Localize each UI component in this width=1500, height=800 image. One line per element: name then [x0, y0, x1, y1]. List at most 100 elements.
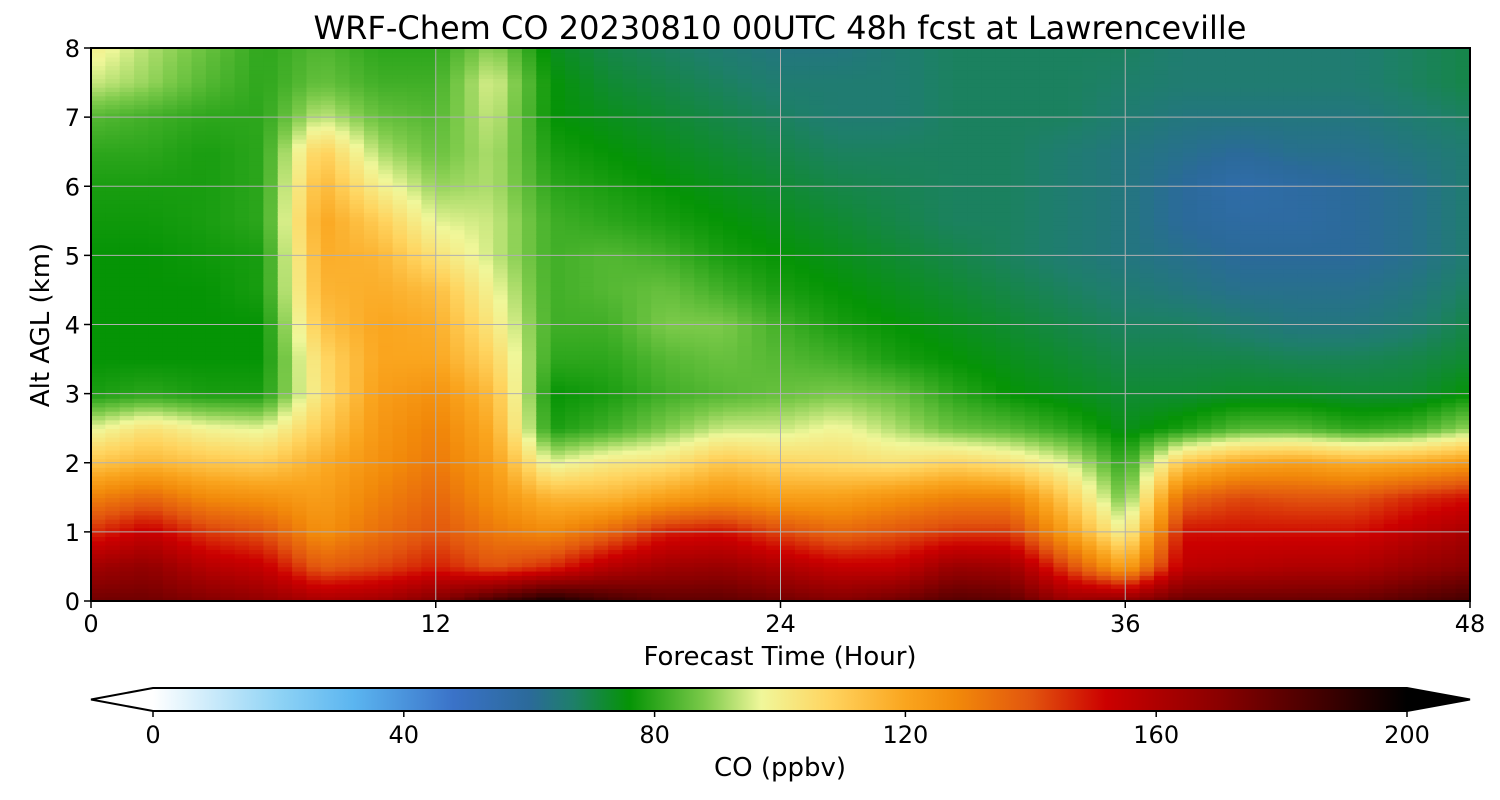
heatmap-cell	[565, 108, 581, 114]
heatmap-cell	[205, 553, 222, 559]
heatmap-cell	[349, 69, 365, 75]
heatmap-cell	[162, 454, 178, 460]
heatmap-cell	[407, 60, 423, 67]
heatmap-cell	[493, 207, 509, 213]
heatmap-cell	[464, 467, 480, 473]
heatmap-cell	[220, 527, 236, 533]
heatmap-cell	[392, 151, 408, 157]
heatmap-cell	[306, 454, 322, 460]
heatmap-cell	[593, 596, 609, 601]
heatmap-cell	[450, 397, 466, 404]
heatmap-cell	[622, 488, 638, 494]
heatmap-cell	[306, 328, 322, 334]
heatmap-cell	[363, 557, 380, 563]
heatmap-cell	[521, 544, 538, 550]
heatmap-cell	[407, 285, 423, 291]
heatmap-cell	[277, 246, 293, 252]
heatmap-cell	[105, 212, 121, 218]
heatmap-cell	[263, 518, 279, 525]
heatmap-cell	[493, 190, 509, 196]
heatmap-cell	[593, 289, 609, 296]
heatmap-cell	[407, 376, 423, 382]
heatmap-cell	[392, 441, 408, 447]
heatmap-cell	[234, 553, 250, 559]
heatmap-cell	[119, 449, 135, 455]
heatmap-cell	[91, 514, 107, 520]
heatmap-cell	[550, 540, 566, 546]
heatmap-cell	[177, 570, 193, 576]
heatmap-cell	[608, 91, 624, 97]
heatmap-cell	[277, 480, 293, 486]
heatmap-cell	[205, 445, 222, 451]
heatmap-cell	[320, 497, 336, 503]
heatmap-cell	[579, 272, 595, 278]
heatmap-cell	[277, 592, 293, 598]
heatmap-cell	[177, 527, 193, 533]
heatmap-cell	[493, 220, 509, 226]
heatmap-cell	[521, 289, 538, 296]
heatmap-cell	[91, 285, 107, 291]
heatmap-cell	[349, 380, 365, 386]
heatmap-cell	[478, 333, 494, 339]
heatmap-cell	[450, 160, 466, 166]
heatmap-cell	[263, 536, 279, 542]
heatmap-cell	[349, 419, 365, 425]
heatmap-cell	[392, 164, 408, 170]
heatmap-cell	[493, 246, 509, 252]
heatmap-cell	[550, 410, 566, 417]
heatmap-cell	[205, 462, 222, 468]
heatmap-cell	[306, 583, 322, 589]
heatmap-cell	[119, 423, 135, 429]
heatmap-cell	[593, 557, 609, 563]
heatmap-cell	[579, 104, 595, 110]
heatmap-cell	[277, 441, 293, 447]
heatmap-cell	[507, 212, 523, 218]
heatmap-cell	[493, 531, 509, 537]
heatmap-cell	[191, 497, 207, 503]
heatmap-cell	[220, 259, 236, 265]
heatmap-cell	[579, 91, 595, 97]
heatmap-cell	[565, 173, 581, 179]
heatmap-cell	[105, 359, 121, 365]
heatmap-cell	[177, 514, 193, 520]
heatmap-cell	[392, 207, 408, 213]
heatmap-cell	[335, 311, 351, 317]
heatmap-cell	[191, 259, 207, 265]
heatmap-cell	[507, 229, 523, 235]
heatmap-cell	[91, 397, 107, 404]
heatmap-cell	[292, 276, 308, 283]
heatmap-cell	[177, 259, 193, 265]
heatmap-cell	[392, 225, 408, 231]
heatmap-cell	[320, 324, 336, 330]
heatmap-cell	[392, 471, 408, 477]
heatmap-cell	[435, 73, 451, 80]
heatmap-cell	[263, 492, 279, 499]
heatmap-cell	[249, 337, 265, 343]
heatmap-cell	[450, 246, 466, 252]
heatmap-cell	[292, 527, 308, 533]
heatmap-cell	[134, 583, 150, 589]
heatmap-cell	[478, 130, 494, 136]
heatmap-cell	[565, 229, 581, 235]
heatmap-cell	[292, 324, 308, 330]
heatmap-cell	[435, 523, 451, 529]
heatmap-cell	[249, 60, 265, 67]
heatmap-cell	[378, 570, 394, 576]
heatmap-cell	[263, 229, 279, 235]
heatmap-cell	[407, 389, 423, 395]
heatmap-cell	[191, 579, 207, 585]
heatmap-cell	[636, 194, 653, 201]
heatmap-cell	[593, 168, 609, 175]
heatmap-cell	[320, 130, 336, 136]
heatmap-cell	[177, 432, 193, 438]
heatmap-cell	[306, 514, 322, 520]
heatmap-cell	[335, 125, 351, 131]
heatmap-cell	[407, 328, 423, 334]
heatmap-cell	[177, 423, 193, 429]
heatmap-cell	[421, 130, 437, 136]
heatmap-cell	[148, 441, 164, 447]
heatmap-cell	[292, 104, 308, 110]
heatmap-cell	[565, 276, 581, 283]
heatmap-cell	[622, 56, 638, 62]
heatmap-cell	[148, 130, 164, 136]
